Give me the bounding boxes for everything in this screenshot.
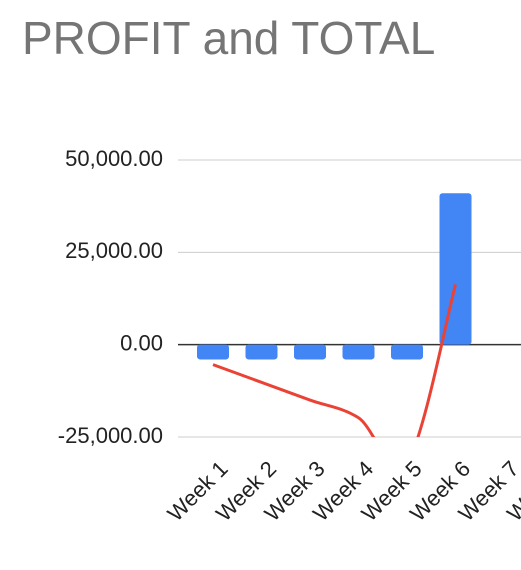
- line: [212, 284, 457, 437]
- bar: [245, 344, 278, 360]
- y-tick-label: 0.00: [120, 330, 163, 355]
- plot-area: [197, 193, 472, 437]
- chart-title: PROFIT and TOTAL: [22, 12, 435, 64]
- bar: [342, 344, 375, 360]
- y-tick-label: 25,000.00: [65, 238, 163, 263]
- y-tick-label: 50,000.00: [65, 146, 163, 171]
- bar: [197, 344, 229, 360]
- bar: [294, 344, 326, 360]
- y-tick-label: -25,000.00: [58, 423, 163, 448]
- bar: [439, 193, 472, 345]
- bar: [391, 344, 423, 360]
